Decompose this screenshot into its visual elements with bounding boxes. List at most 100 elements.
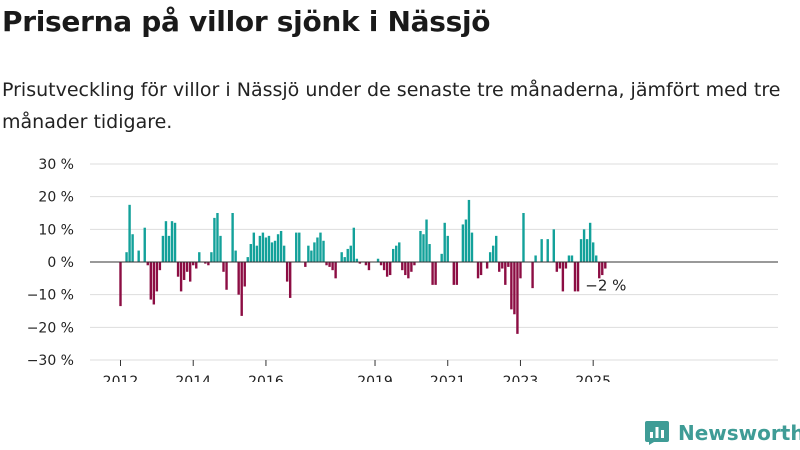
x-tick-label: 2025 [575, 374, 611, 382]
bar [125, 252, 128, 262]
x-tick-label: 2021 [430, 374, 466, 382]
bar [255, 245, 259, 262]
bar [382, 262, 386, 271]
bar [440, 253, 443, 262]
bar [264, 237, 268, 262]
bar [425, 219, 428, 262]
bar [319, 232, 322, 262]
x-tick-label: 2014 [175, 374, 211, 382]
x-tick-label: 2019 [357, 374, 393, 382]
bar [531, 262, 534, 289]
bar [219, 235, 222, 262]
last-value-label: −2 % [585, 277, 626, 295]
bar [119, 262, 122, 307]
bar [195, 262, 198, 269]
bar [519, 262, 522, 279]
bar [595, 255, 598, 262]
bar [564, 262, 568, 269]
bar-chart-logo-icon [645, 421, 669, 445]
annotations: −2 % [585, 277, 626, 295]
bar [555, 262, 559, 272]
bar [243, 262, 246, 287]
bar [546, 239, 549, 262]
grid-lines [90, 163, 778, 361]
bar [419, 230, 422, 262]
bar [240, 262, 243, 316]
bar [279, 230, 283, 262]
bar [398, 242, 401, 262]
bar [173, 222, 177, 262]
bar [588, 222, 592, 262]
bar [234, 250, 237, 262]
y-tick-label: −30 % [27, 353, 74, 369]
bar [582, 229, 586, 262]
bar [185, 262, 189, 272]
bar [282, 245, 286, 262]
x-tick-label: 2023 [503, 374, 539, 382]
bar [476, 262, 480, 279]
bar [573, 262, 577, 292]
bar [434, 262, 437, 285]
bar [192, 262, 195, 266]
bar [358, 262, 362, 264]
x-axis-ticks: 2012 2014 2016 2019 2021 2023 2025 [103, 360, 611, 382]
y-tick-label: 30 % [38, 157, 74, 173]
bar [604, 262, 607, 269]
bar [464, 219, 468, 262]
bar [479, 262, 483, 276]
bar [567, 255, 571, 262]
bar [155, 262, 159, 292]
y-tick-label: 10 % [38, 222, 74, 238]
bar [252, 232, 256, 262]
bar [349, 245, 352, 262]
bar [491, 245, 495, 262]
bar [167, 235, 171, 262]
bar [534, 255, 537, 262]
bar [364, 262, 368, 266]
bar [504, 262, 507, 285]
bar [198, 252, 201, 262]
bar [367, 262, 371, 271]
bar [182, 262, 186, 280]
bar [513, 262, 516, 315]
bar [510, 262, 513, 310]
bar [561, 262, 565, 292]
bar [276, 234, 280, 262]
bar [188, 262, 192, 282]
bar [422, 234, 425, 262]
bar [395, 245, 398, 262]
bar [355, 258, 359, 262]
bar [152, 262, 156, 305]
bar [558, 262, 562, 269]
bar [570, 255, 574, 262]
bar [443, 222, 446, 262]
bar [576, 262, 580, 292]
bar [146, 262, 149, 266]
bar [401, 262, 404, 271]
bar [295, 232, 298, 262]
bar [385, 262, 389, 277]
bar [352, 227, 356, 262]
bars [119, 199, 607, 334]
brand-name: Newsworthy [678, 421, 800, 445]
bar [316, 237, 319, 262]
bar [340, 252, 343, 262]
x-tick-label: 2016 [248, 374, 284, 382]
bar [307, 245, 310, 262]
bar [207, 262, 210, 266]
bar [161, 235, 165, 262]
bar [376, 258, 380, 262]
bar [261, 232, 265, 262]
bar [273, 240, 277, 262]
bar [216, 213, 219, 262]
bar [343, 257, 346, 262]
bar [452, 262, 455, 285]
bar [164, 221, 168, 262]
bar [346, 248, 349, 262]
bar [213, 217, 216, 262]
bar [149, 262, 152, 300]
bar [331, 262, 334, 271]
bar [540, 239, 543, 262]
bar [591, 242, 595, 262]
bar [210, 252, 213, 262]
